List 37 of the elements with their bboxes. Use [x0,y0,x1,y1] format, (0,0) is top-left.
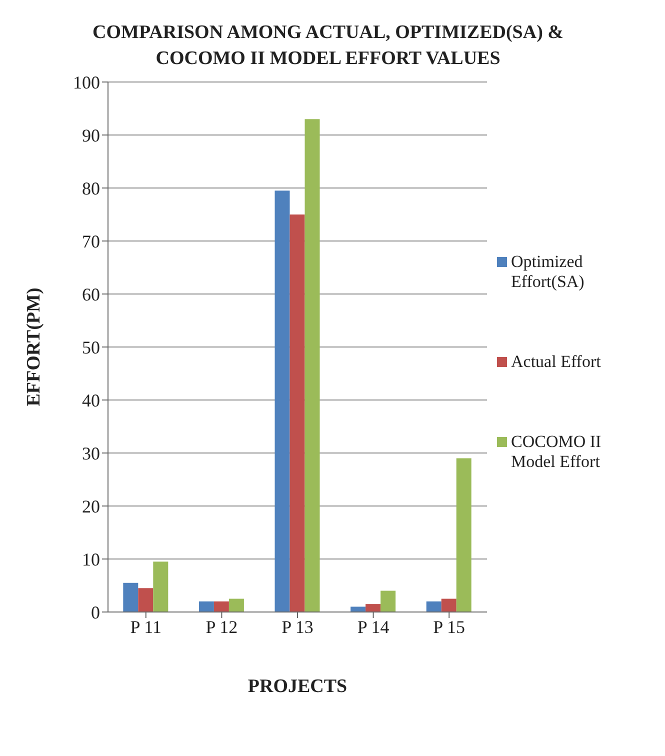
y-tick-label: 60 [82,284,100,304]
bar [274,190,290,612]
bar [123,582,138,612]
y-axis-title: EFFORT(PM) [24,288,45,406]
x-tick-label: P 12 [206,616,238,637]
bar [350,606,366,612]
y-tick-label: 40 [82,390,100,410]
y-tick-label: 80 [82,178,100,198]
y-tick-label: 0 [91,602,100,622]
y-tick-label: 20 [82,496,100,516]
bar [290,214,305,612]
y-tick-label: 100 [73,72,100,92]
x-axis-title: PROJECTS [248,676,348,697]
bar [214,601,229,612]
legend-label: Optimized Effort(SA) [511,252,586,292]
bar [426,601,442,612]
x-tick-label: P 15 [433,616,466,637]
x-tick-label: P 14 [357,616,390,637]
chart-title: COMPARISON AMONG ACTUAL, OPTIMIZED(SA) & COCOMO II MODEL EFFORT VALUES [92,21,564,71]
bar [228,598,244,612]
y-tick-label: 50 [82,337,100,358]
bar [138,588,154,612]
bar [198,601,214,612]
y-tick-label: 30 [82,443,100,464]
x-tick-label: P 13 [282,616,314,637]
bar [441,598,456,612]
x-tick-label: P 11 [130,616,162,637]
y-tick-label: 10 [82,549,100,570]
bar [456,458,472,612]
legend-label: Actual Effort [511,352,601,372]
y-tick-label: 70 [82,231,100,252]
bar [366,604,381,612]
y-tick-label: 90 [82,125,100,146]
bar [153,562,168,612]
bar [304,119,320,612]
bar [380,590,396,612]
legend-label: COCOMO II Model Effort [511,432,602,472]
